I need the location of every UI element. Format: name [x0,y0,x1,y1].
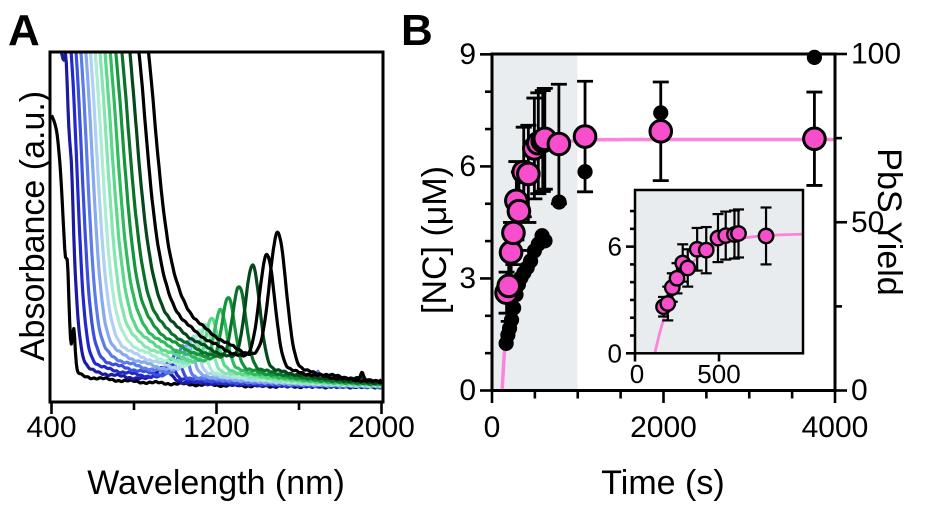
nc-point [546,131,572,157]
nc-point [506,198,532,224]
yield-point [503,312,520,328]
panel-a: A 400 1200 2000 Wavelength (nm) Absorbance… [8,6,415,502]
panel-b-x-tick-label: 0 [484,411,501,444]
panel-a-x-axis-title: Wavelength (nm) [87,464,345,502]
panel-b-right-tick-label: 100 [851,38,901,71]
spectrum-curve-6 [88,53,382,389]
inset-nc-point [659,295,677,312]
panel-b-left-axis-title: [NC] (μM) [416,166,454,314]
panel-b-right-tick-label: 50 [851,206,884,239]
nc-point [501,220,526,246]
panel-a-spectra-curves [51,53,382,390]
panel-b-inset-axis-ticks: 0 6 0 500 [608,209,741,389]
panel-b-x-axis-title: Time (s) [601,464,724,502]
panel-b: B 0 2000 4000 0 3 6 9 0 50 100 Time (s) [NC] (μM)… [401,6,908,502]
panel-b-x-tick-label: 2000 [630,411,697,444]
nc-point [802,126,827,152]
inset-x-tick-label: 500 [697,359,740,389]
inset-nc-point [679,259,697,277]
panel-b-letter: B [401,6,433,55]
inset-nc-point [757,227,775,245]
inset-nc-point [697,241,715,259]
nc-point [572,124,598,149]
nc-point [516,161,541,187]
panel-b-inset-nc-points [655,225,775,316]
panel-a-x-tick-label: 400 [26,411,76,444]
panel-b-axis-ticks: 0 2000 4000 0 3 6 9 0 50 100 [459,38,901,445]
nc-point [496,273,522,299]
inset-nc-point [668,269,686,287]
panel-a-x-tick-label: 1200 [183,411,250,444]
inset-y-tick-label: 6 [608,232,622,262]
spectrum-curve-12 [120,53,382,386]
panel-b-inset: 0 6 0 500 [608,188,805,389]
panel-b-x-tick-label: 4000 [802,411,869,444]
spectrum-curve-13 [128,53,382,386]
panel-a-letter: A [8,6,40,55]
inset-y-tick-label: 0 [608,338,622,368]
panel-a-x-tick-label: 2000 [348,411,415,444]
panel-b-left-tick-label: 3 [459,262,476,295]
yield-point [806,49,823,65]
panel-b-right-axis-title: PbS Yield [870,148,908,295]
yield-point [577,164,593,180]
inset-nc-point [730,225,747,242]
yield-point [537,233,553,249]
panel-b-left-tick-label: 6 [459,150,476,183]
nc-point [648,118,674,144]
panel-b-left-tick-label: 9 [459,38,476,71]
panel-b-right-tick-label: 0 [851,374,868,407]
panel-a-y-axis-title: Absorbance (a.u.) [14,91,52,361]
panel-b-nc-points [494,118,827,305]
panel-a-axis-ticks: 400 1200 2000 [26,402,415,444]
inset-x-tick-label: 0 [630,359,644,389]
spectrum-curve-15 [147,53,382,384]
yield-point [551,194,567,210]
spectrum-curve-14 [137,53,382,385]
yield-point [653,105,669,121]
panel-b-left-tick-label: 0 [459,374,476,407]
